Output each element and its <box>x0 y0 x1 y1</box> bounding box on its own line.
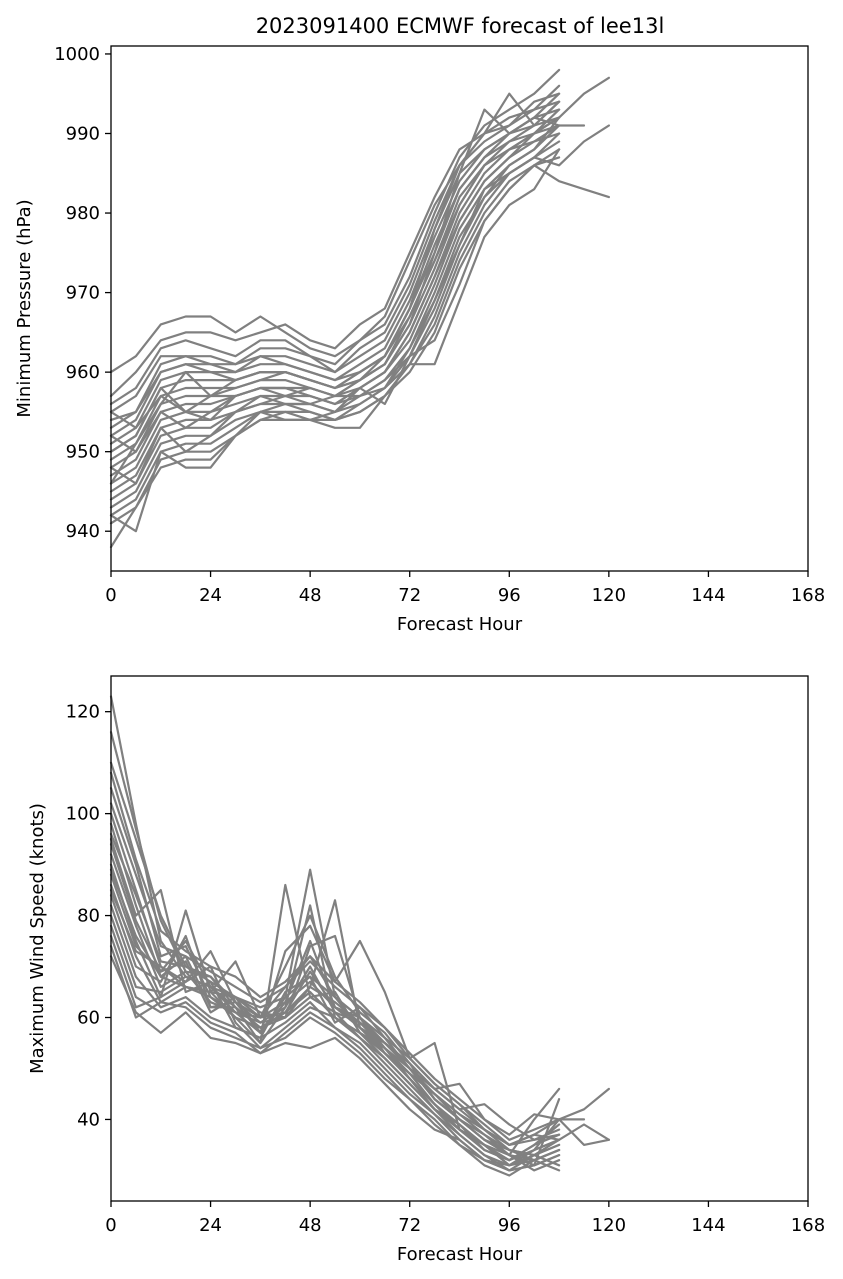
pressure-member-line-15 <box>109 140 561 509</box>
pressure-y-tick-label: 950 <box>66 442 100 463</box>
pressure-member-line-22 <box>109 124 586 429</box>
pressure-member-line-20 <box>109 124 611 485</box>
pressure-member-line-0 <box>109 68 561 374</box>
pressure-x-tick-label: 120 <box>592 585 626 606</box>
wind-x-tick-label: 168 <box>791 1215 825 1236</box>
pressure-x-axis-label: Forecast Hour <box>397 614 523 635</box>
wind-member-line-3 <box>109 812 561 1167</box>
wind-x-tick-label: 0 <box>105 1215 116 1236</box>
wind-y-tick-label: 60 <box>77 1008 100 1029</box>
pressure-y-tick-label: 990 <box>66 124 100 145</box>
wind-y-axis-label: Maximum Wind Speed (knots) <box>27 803 48 1074</box>
wind-member-line-21 <box>109 843 611 1136</box>
wind-member-line-20 <box>109 771 611 1147</box>
wind-x-tick-label: 48 <box>299 1215 322 1236</box>
wind-member-line-0 <box>109 695 561 1162</box>
wind-x-tick-label: 144 <box>691 1215 725 1236</box>
pressure-member-line-24 <box>109 92 561 485</box>
wind-x-tick-label: 72 <box>398 1215 421 1236</box>
pressure-member-line-8 <box>109 116 561 453</box>
wind-y-tick-label: 100 <box>66 804 100 825</box>
wind-member-line-23 <box>109 868 561 1157</box>
wind-member-line-12 <box>109 904 561 1162</box>
wind-x-axis-label: Forecast Hour <box>397 1244 523 1265</box>
wind-series-group <box>109 695 611 1177</box>
wind-member-line-14 <box>109 899 561 1167</box>
pressure-x-tick-label: 96 <box>498 585 521 606</box>
pressure-y-axis-label: Minimum Pressure (hPa) <box>14 199 35 417</box>
pressure-member-line-3 <box>109 100 561 413</box>
pressure-member-line-16 <box>109 148 561 517</box>
pressure-member-line-18 <box>109 148 561 549</box>
pressure-member-line-1 <box>109 84 561 398</box>
wind-panel: 0 24 48 72 96 120 144 168 40 60 80 100 120 Forecast H… <box>27 675 825 1265</box>
pressure-x-tick-label: 0 <box>105 585 116 606</box>
pressure-x-tick-label: 72 <box>398 585 421 606</box>
wind-x-tick-label: 24 <box>199 1215 222 1236</box>
wind-member-line-22 <box>109 730 561 1141</box>
wind-member-line-10 <box>109 883 561 1167</box>
pressure-panel: 0 24 48 72 96 120 144 168 940 950 960 970 980 990 1000… <box>14 44 825 635</box>
pressure-y-tick-label: 1000 <box>54 44 100 65</box>
pressure-x-tick-label: 48 <box>299 585 322 606</box>
pressure-member-line-21 <box>109 76 611 453</box>
pressure-member-line-23 <box>109 92 561 453</box>
pressure-member-line-2 <box>109 92 561 406</box>
wind-member-line-13 <box>109 924 561 1177</box>
wind-member-line-16 <box>109 955 561 1172</box>
wind-y-tick-label: 120 <box>66 702 100 723</box>
pressure-axes-frame <box>110 45 809 572</box>
pressure-y-tick-label: 980 <box>66 203 100 224</box>
chart-title: 2023091400 ECMWF forecast of lee13l <box>256 14 665 38</box>
pressure-y-tick-label: 970 <box>66 283 100 304</box>
wind-y-tick-label: 40 <box>77 1109 100 1130</box>
pressure-member-line-6 <box>109 100 561 437</box>
pressure-series-group <box>109 68 611 549</box>
pressure-y-tick-label: 940 <box>66 521 100 542</box>
pressure-member-line-10 <box>109 124 561 469</box>
wind-y-tick-label: 80 <box>77 906 100 927</box>
wind-x-tick-label: 96 <box>498 1215 521 1236</box>
pressure-x-tick-label: 168 <box>791 585 825 606</box>
pressure-x-tick-label: 24 <box>199 585 222 606</box>
wind-member-line-19 <box>109 802 611 1147</box>
pressure-y-tick-label: 960 <box>66 362 100 383</box>
wind-axes-frame <box>110 675 809 1202</box>
wind-x-tick-label: 120 <box>592 1215 626 1236</box>
pressure-x-tick-label: 144 <box>691 585 725 606</box>
